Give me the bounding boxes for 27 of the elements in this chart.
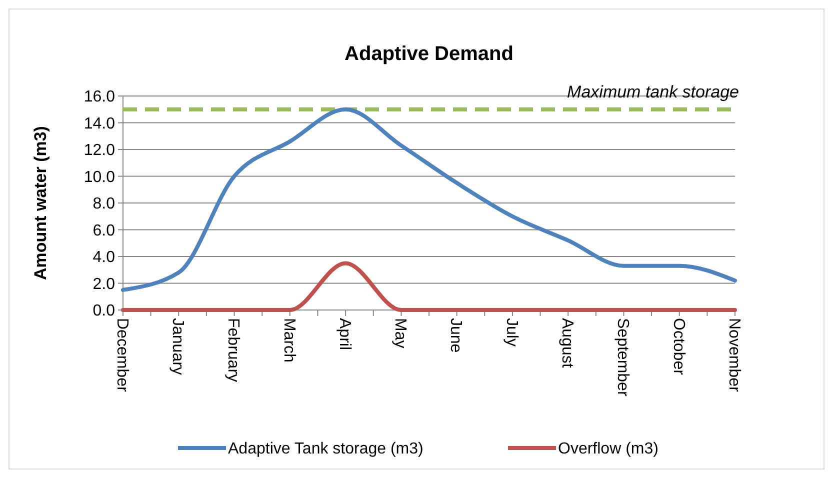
y-tick-label: 8.0 — [92, 196, 116, 213]
y-tick-label: 12.0 — [84, 142, 116, 160]
x-tick-label: January — [169, 318, 186, 375]
ref-line-label: Maximum tank storage — [567, 82, 739, 102]
x-tick-label: December — [113, 318, 130, 392]
y-axis-title: Amount water (m3) — [31, 126, 50, 280]
y-tick-label: 2.0 — [92, 276, 116, 293]
y-tick-label: 0.0 — [92, 302, 116, 320]
x-tick-label: July — [502, 318, 520, 346]
y-tick-label: 4.0 — [92, 249, 116, 266]
x-tick-label: June — [447, 318, 464, 353]
y-tick-label: 10.0 — [84, 168, 116, 186]
x-tick-label: October — [670, 318, 687, 376]
x-tick-label: May — [392, 318, 409, 348]
x-tick-label: March — [280, 318, 298, 362]
x-tick-label: April — [336, 318, 353, 350]
x-tick-label: September — [614, 318, 632, 397]
y-tick-label: 6.0 — [92, 222, 116, 240]
legend-label: Adaptive Tank storage (m3) — [228, 440, 424, 458]
x-tick-label: February — [224, 318, 242, 382]
y-tick-label: 14.0 — [84, 115, 116, 132]
legend-label: Overflow (m3) — [558, 440, 658, 458]
chart-title: Adaptive Demand — [344, 43, 514, 65]
y-tick-label: 16.0 — [84, 88, 116, 106]
x-tick-label: August — [558, 318, 576, 368]
line-series — [121, 107, 737, 292]
x-tick-label: November — [725, 318, 742, 392]
